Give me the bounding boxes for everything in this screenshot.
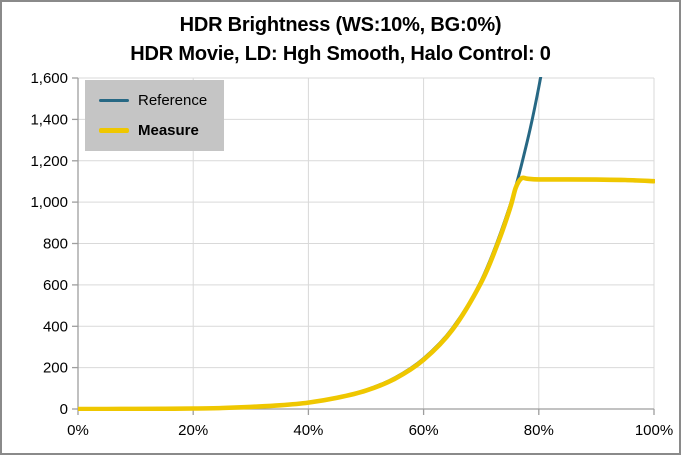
measure-line-swatch — [99, 127, 129, 133]
y-tick-label: 0 — [60, 401, 68, 418]
y-tick-label: 600 — [43, 277, 68, 294]
y-tick-label: 800 — [43, 236, 68, 253]
x-tick-label: 60% — [409, 422, 439, 439]
measure-series-line — [78, 175, 655, 411]
legend-label-measure: Measure — [138, 121, 199, 139]
y-tick-label: 1,200 — [30, 153, 68, 170]
legend-item-measure: Measure — [85, 122, 224, 139]
reference-series-line — [78, 77, 543, 411]
reference-line-swatch — [99, 99, 129, 103]
chart-subtitle: HDR Movie, LD: Hgh Smooth, Halo Control:… — [130, 43, 551, 65]
y-tick-label: 200 — [43, 360, 68, 377]
y-tick-label: 400 — [43, 318, 68, 335]
x-tick-label: 100% — [635, 422, 673, 439]
x-tick-label: 80% — [524, 422, 554, 439]
legend-label-reference: Reference — [138, 92, 208, 110]
chart-title: HDR Brightness (WS:10%, BG:0%) — [179, 14, 502, 36]
y-tick-label: 1,600 — [30, 70, 68, 87]
legend-item-reference: Reference — [85, 92, 224, 109]
x-tick-label: 20% — [178, 422, 208, 439]
y-tick-label: 1,400 — [30, 111, 68, 128]
x-tick-label: 0% — [67, 422, 89, 439]
y-tick-label: 1,000 — [30, 194, 68, 211]
legend: Reference Measure — [85, 80, 224, 151]
x-tick-label: 40% — [293, 422, 323, 439]
